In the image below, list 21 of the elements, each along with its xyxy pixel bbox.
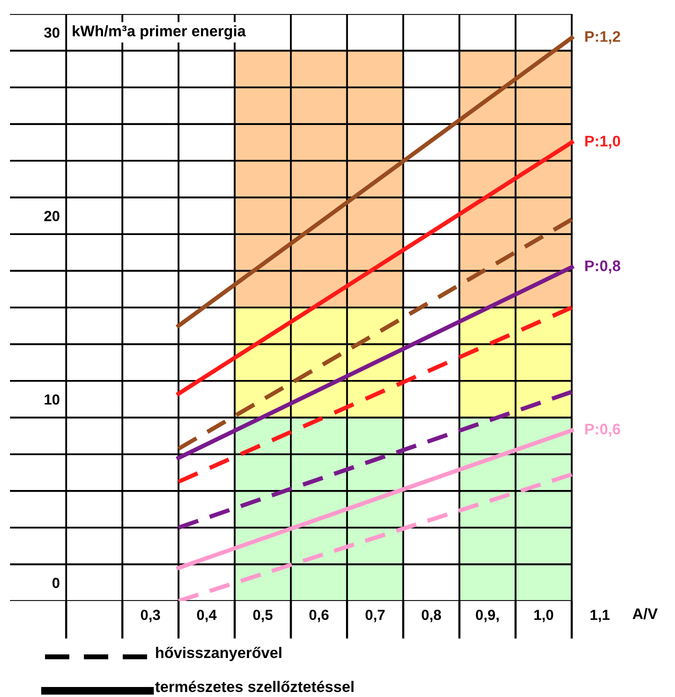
text: hővisszanyerővel: [156, 646, 282, 662]
x-axis-title: A/V: [632, 608, 658, 620]
x-tick-label: 0,6: [309, 610, 329, 622]
x-tick-label: 0,7: [366, 610, 385, 622]
series-label: P:0,8: [585, 260, 620, 274]
y-tick-label: 10: [44, 394, 60, 405]
x-tick-label: 0,4: [197, 610, 217, 622]
y-tick-label: 0: [52, 578, 60, 588]
x-tick-label: 1,0: [534, 610, 554, 622]
x-tick-label: 0,3: [140, 610, 160, 622]
series-label: P:1,2: [585, 31, 620, 44]
text: természetes szellőztetéssel: [155, 680, 354, 692]
x-tick-label: 0,5: [253, 610, 273, 622]
x-tick-label: 0,9,: [476, 610, 499, 622]
x-tick-label: 1,1: [590, 610, 610, 622]
y-tick-label: 30: [44, 27, 60, 38]
x-tick-label: 0,8: [422, 610, 441, 622]
y-axis-title: kWh/m³a primer energia: [72, 25, 246, 40]
series-label: P:0,6: [585, 424, 620, 437]
series-label: P:1,0: [585, 136, 620, 149]
y-tick-label: 20: [44, 210, 60, 222]
